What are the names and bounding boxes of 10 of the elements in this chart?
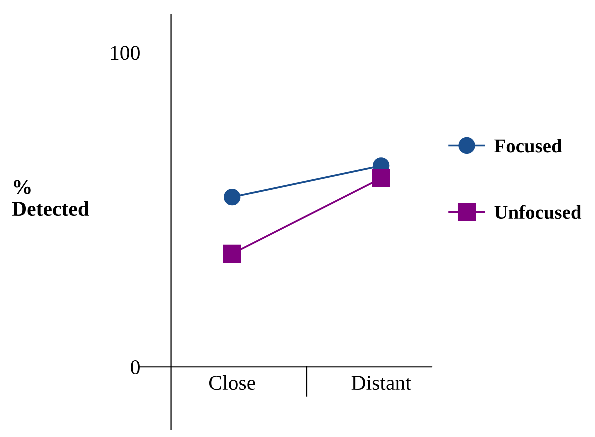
y-axis-title: % Detected	[12, 180, 90, 216]
point	[372, 169, 390, 188]
point	[224, 189, 241, 206]
legend-label: Unfocused	[494, 205, 582, 220]
y-tick-label: 0	[131, 360, 140, 375]
point	[223, 244, 242, 263]
y-tick-label: 100	[111, 46, 140, 60]
legend-label: Focused	[494, 139, 562, 153]
x-tick-label: Close	[209, 375, 256, 390]
x-tick-label: Distant	[352, 376, 412, 390]
